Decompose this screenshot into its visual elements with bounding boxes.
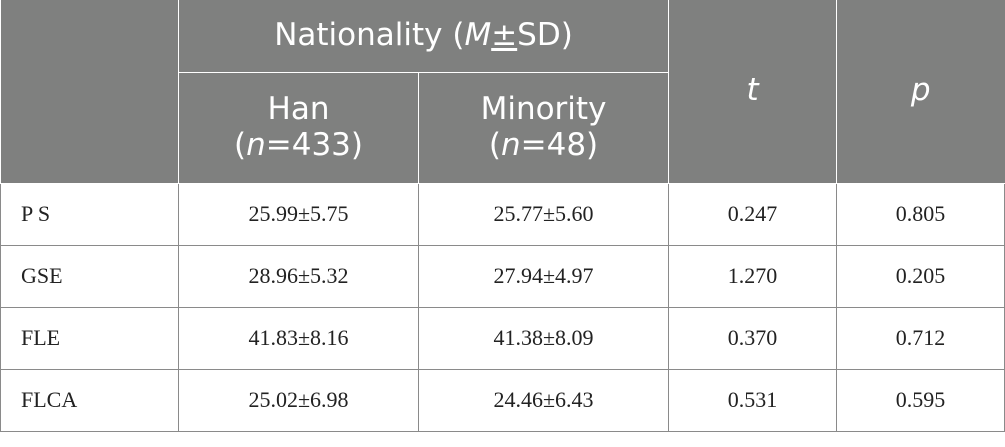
minority-value: 24.46±6.43 [417,368,670,432]
header-row-1: Nationality (M±SD) t p [0,0,1005,184]
header-row-2: Han (n=433) Minority (n=48) [1,71,1005,184]
minority-value: 25.77±5.60 [417,182,670,246]
group-label-plus-minus: ± [491,16,518,53]
han-column-header: Han (n=433) [178,71,419,184]
p-value: 0.595 [836,368,1005,432]
minority-header-name: Minority [480,90,607,127]
nationality-comparison-table: Nationality (M±SD) t p Han (n=433) Minor… [0,0,1005,432]
p-value: 0.205 [836,244,1005,308]
minority-value: 27.94±4.97 [417,244,670,308]
p-value: 0.805 [836,182,1005,246]
minority-n-var: n [500,126,521,163]
minority-n-value: =48) [520,126,599,163]
table-row: FLE 41.83±8.16 41.38±8.09 0.370 0.712 [0,306,1005,370]
row-label: GSE [0,244,179,308]
t-column-header: t [668,0,838,184]
t-value: 0.531 [668,368,838,432]
minority-column-header: Minority (n=48) [417,71,670,184]
minority-value: 41.38±8.09 [417,306,670,370]
nationality-group-header: Nationality (M±SD) [177,0,670,73]
han-value: 25.99±5.75 [178,182,419,246]
p-column-header: p [836,0,1005,184]
han-n-open: ( [233,126,247,163]
han-n-var: n [246,126,266,163]
row-label: P S [0,182,179,246]
minority-n-open: ( [488,126,501,163]
table-row: FLCA 25.02±6.98 24.46±6.43 0.531 0.595 [0,368,1005,432]
group-label-mean-symbol: M [464,16,492,53]
t-value: 0.370 [668,306,838,370]
t-value: 1.270 [668,244,838,308]
table-body: P S 25.99±5.75 25.77±5.60 0.247 0.805 GS… [0,182,1005,432]
row-label: FLCA [0,368,179,432]
t-header-label: t [746,72,759,109]
han-value: 28.96±5.32 [178,244,419,308]
han-header-name: Han [267,90,330,127]
table-row: P S 25.99±5.75 25.77±5.60 0.247 0.805 [0,182,1005,246]
han-value: 25.02±6.98 [178,368,419,432]
table-row: GSE 28.96±5.32 27.94±4.97 1.270 0.205 [0,244,1005,308]
han-value: 41.83±8.16 [178,306,419,370]
t-value: 0.247 [668,182,838,246]
p-header-label: p [910,72,931,109]
header-corner-cell [0,0,179,184]
p-value: 0.712 [836,306,1005,370]
table-header: Nationality (M±SD) t p Han (n=433) Minor… [0,0,1005,184]
row-label: FLE [0,306,179,370]
group-label-suffix: SD) [517,16,573,53]
han-n-value: =433) [265,126,363,163]
group-label-prefix: Nationality ( [274,16,465,53]
